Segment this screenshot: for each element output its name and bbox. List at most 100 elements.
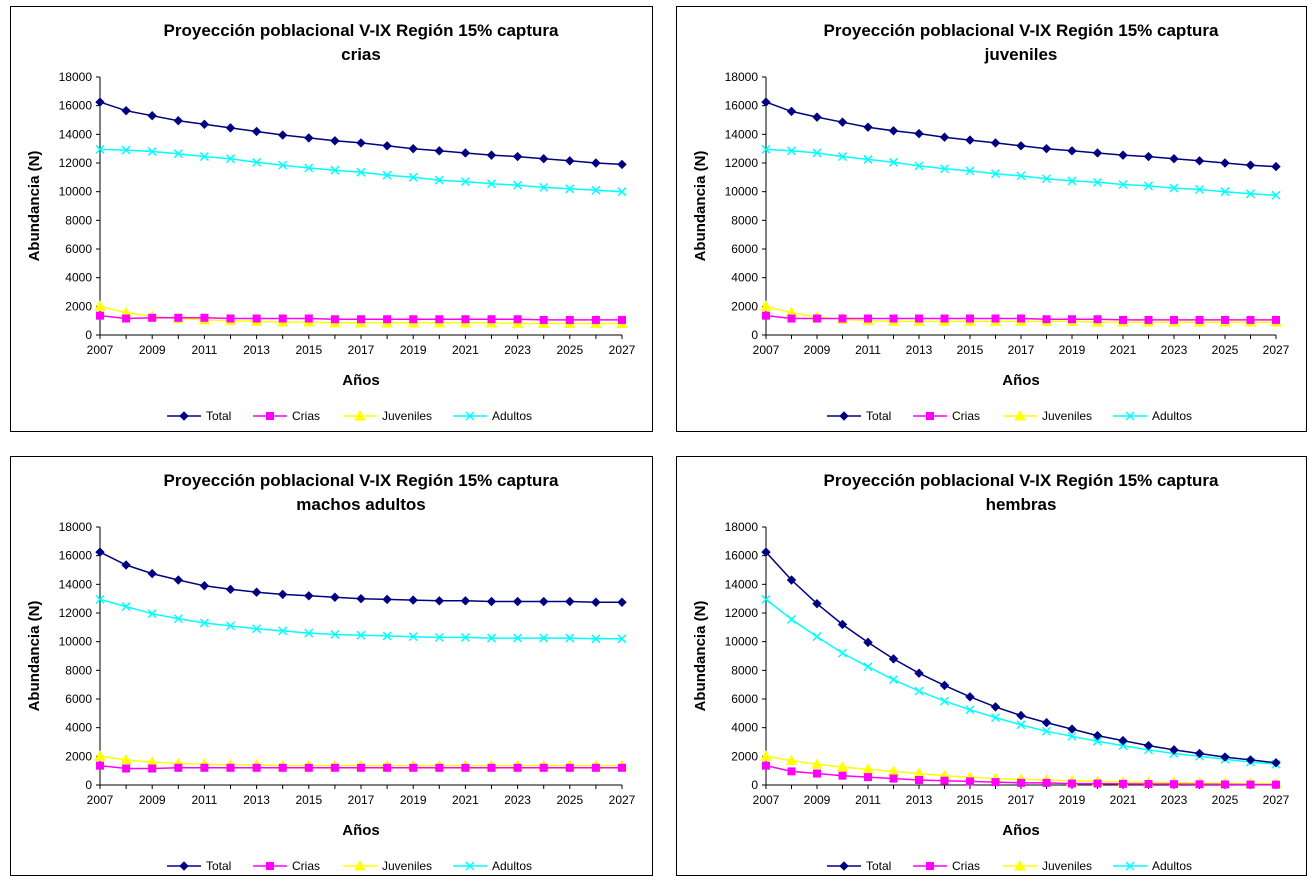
- data-point-juveniles: [785, 754, 798, 766]
- data-point-total: [1245, 160, 1256, 170]
- data-point-juveniles: [760, 300, 772, 311]
- data-point-total: [914, 668, 924, 678]
- data-point-adultos: [914, 161, 924, 171]
- data-point-total: [990, 702, 1001, 712]
- y-tick-label: 16000: [725, 99, 759, 113]
- data-point-adultos: [278, 626, 288, 636]
- y-tick-label: 6000: [731, 692, 758, 706]
- legend-item-juveniles: Juveniles: [343, 409, 432, 423]
- data-point-crias: [966, 314, 974, 323]
- legend-item-adultos: Adultos: [1113, 409, 1192, 423]
- data-point-total: [382, 594, 392, 605]
- data-point-adultos: [330, 165, 340, 175]
- data-point-adultos: [565, 184, 575, 194]
- series-adultos: [95, 594, 627, 644]
- x-tick-label: 2009: [804, 343, 831, 357]
- data-point-adultos: [1041, 174, 1052, 184]
- data-point-crias: [304, 314, 313, 323]
- y-tick-label: 10000: [59, 185, 93, 199]
- x-tick-label: 2023: [1161, 343, 1188, 357]
- data-point-adultos: [837, 648, 848, 658]
- data-point-adultos: [914, 686, 924, 696]
- data-point-total: [914, 128, 924, 139]
- data-point-adultos: [330, 629, 340, 640]
- data-point-crias: [357, 763, 365, 772]
- y-tick-label: 14000: [59, 127, 93, 141]
- x-tick-label: 2021: [1110, 793, 1137, 807]
- data-point-crias: [409, 315, 418, 324]
- data-point-adultos: [486, 179, 497, 189]
- data-point-crias: [618, 315, 626, 324]
- x-axis-label: Años: [342, 822, 380, 839]
- legend-marker: [839, 861, 849, 871]
- data-point-adultos: [539, 633, 549, 643]
- data-point-total: [565, 156, 575, 166]
- legend-label: Adultos: [492, 859, 532, 873]
- chart-panel-crias: Proyección poblacional V-IX Región 15% c…: [10, 6, 653, 432]
- data-point-crias: [487, 315, 496, 324]
- data-point-total: [1016, 141, 1026, 151]
- series-adultos: [761, 144, 1281, 200]
- y-tick-label: 6000: [65, 692, 92, 706]
- x-tick-label: 2015: [957, 343, 984, 357]
- data-point-crias: [1017, 778, 1025, 787]
- y-tick-label: 12000: [725, 606, 759, 620]
- data-point-total: [304, 591, 314, 601]
- data-point-total: [1067, 724, 1077, 734]
- data-point-adultos: [408, 172, 418, 182]
- data-point-crias: [1246, 315, 1255, 324]
- y-tick-label: 16000: [725, 549, 759, 563]
- data-point-adultos: [888, 157, 899, 167]
- y-tick-label: 10000: [725, 185, 759, 199]
- legend-marker: [465, 861, 475, 871]
- data-point-total: [965, 135, 975, 145]
- x-tick-label: 2027: [1263, 343, 1290, 357]
- y-tick-label: 4000: [731, 271, 758, 285]
- data-point-crias: [330, 763, 339, 772]
- data-point-total: [1220, 752, 1230, 762]
- x-tick-label: 2017: [1008, 343, 1035, 357]
- y-tick-label: 14000: [725, 127, 759, 141]
- data-point-adultos: [356, 630, 366, 640]
- data-point-total: [939, 680, 950, 691]
- legend-marker: [465, 411, 475, 421]
- data-point-crias: [539, 315, 548, 324]
- data-point-crias: [200, 313, 209, 322]
- data-point-total: [486, 150, 497, 160]
- y-tick-label: 2000: [65, 299, 92, 313]
- data-point-crias: [1272, 780, 1280, 789]
- y-tick-label: 4000: [731, 721, 758, 735]
- x-tick-label: 2017: [1008, 793, 1035, 807]
- data-point-adultos: [199, 152, 209, 162]
- legend-label: Crias: [952, 859, 980, 873]
- legend-marker: [179, 411, 189, 421]
- legend-item-total: Total: [167, 409, 231, 423]
- y-axis-label: Abundancia (N): [692, 601, 709, 712]
- data-point-total: [382, 141, 392, 151]
- y-tick-label: 12000: [59, 606, 93, 620]
- data-point-total: [304, 133, 314, 143]
- x-tick-label: 2019: [400, 343, 427, 357]
- data-point-total: [591, 597, 601, 607]
- x-axis-label: Años: [342, 372, 380, 389]
- chart-subtitle: juveniles: [984, 45, 1058, 64]
- data-point-adultos: [382, 170, 392, 180]
- data-point-total: [147, 568, 157, 579]
- legend-item-crias: Crias: [253, 859, 320, 873]
- x-tick-label: 2011: [855, 793, 881, 807]
- x-tick-label: 2013: [906, 343, 933, 357]
- data-point-adultos: [513, 633, 523, 643]
- data-point-crias: [513, 763, 522, 772]
- data-point-crias: [864, 314, 872, 323]
- x-tick-label: 2019: [400, 793, 427, 807]
- x-tick-label: 2019: [1059, 793, 1086, 807]
- legend-label: Total: [866, 859, 891, 873]
- legend-label: Adultos: [1152, 859, 1192, 873]
- data-point-adultos: [460, 177, 470, 187]
- x-tick-label: 2015: [957, 793, 984, 807]
- x-tick-label: 2007: [753, 343, 780, 357]
- data-point-crias: [330, 315, 339, 324]
- legend-label: Adultos: [492, 409, 532, 423]
- x-tick-label: 2027: [609, 343, 636, 357]
- data-point-adultos: [252, 624, 262, 634]
